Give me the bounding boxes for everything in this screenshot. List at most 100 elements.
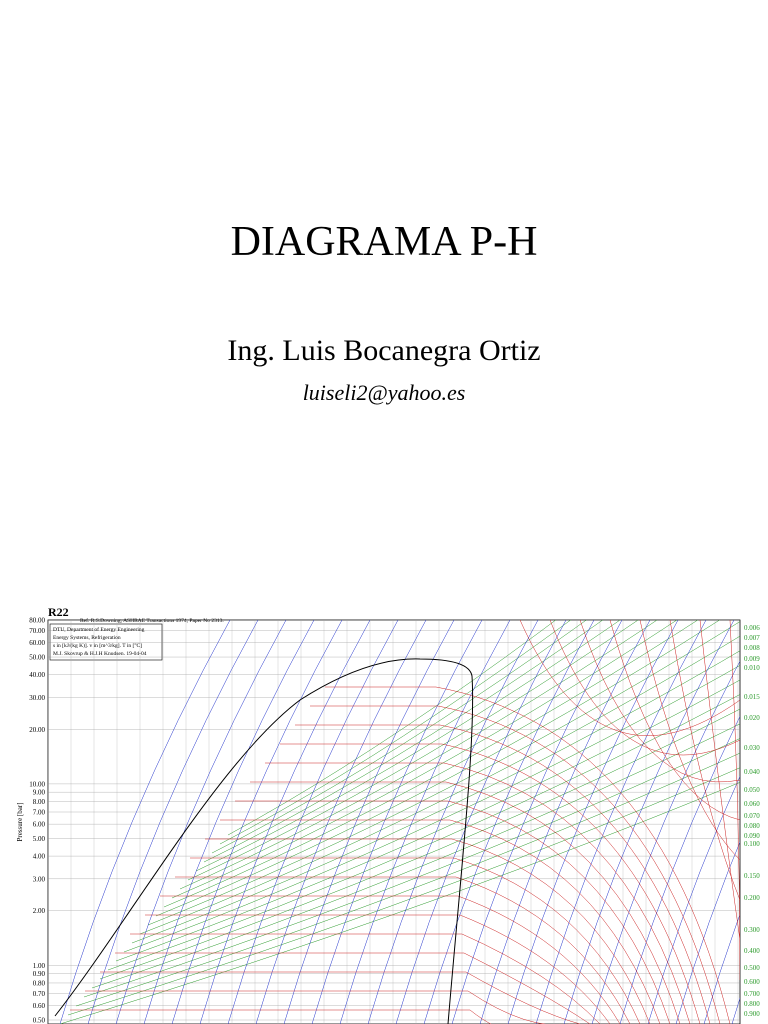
- isentrope: [311, 620, 483, 1024]
- isotherm: [325, 686, 731, 1024]
- isochore: [123, 665, 740, 953]
- isotherm: [115, 952, 591, 1024]
- y-tick-label: 4.00: [33, 853, 46, 861]
- volume-label: 0.080: [744, 822, 760, 830]
- info-line: s in [kJ/(kg K)]. v in [m^3/kg]. T in [°…: [53, 642, 142, 649]
- y-tick-label: 0.90: [33, 970, 46, 978]
- isentrope: [563, 620, 735, 1024]
- y-tick-label: 9.00: [33, 789, 46, 797]
- volume-label: 0.050: [744, 786, 760, 794]
- y-tick-label: 40.00: [29, 671, 45, 679]
- isentrope: [760, 620, 768, 1024]
- volume-label: 0.020: [744, 714, 760, 722]
- isentrope: [59, 620, 231, 1024]
- isentrope: [199, 620, 371, 1024]
- y-tick-label: 1.00: [33, 962, 46, 970]
- isentrope: [591, 660, 740, 1024]
- isochore: [147, 621, 740, 926]
- info-line: DTU, Department of Energy Engineering: [53, 626, 145, 633]
- isentrope: [283, 620, 455, 1024]
- isochore: [195, 620, 621, 872]
- volume-label: 0.015: [744, 693, 760, 701]
- saturation-dome: [54, 658, 474, 1024]
- isentrope: [115, 620, 287, 1024]
- isotherm: [70, 1009, 560, 1024]
- isentrope: [535, 620, 707, 1024]
- volume-label: 0.009: [744, 655, 760, 663]
- isentrope: [703, 913, 740, 1024]
- isentrope: [619, 715, 740, 1024]
- y-axis-label: Pressure [bar]: [16, 802, 24, 841]
- y-tick-label: 80.00: [29, 617, 45, 625]
- isotherm: [295, 724, 711, 1024]
- slide-title: DIAGRAMA P-H: [230, 219, 538, 265]
- isotherm: [235, 800, 671, 1024]
- volume-label: 0.150: [744, 872, 760, 880]
- volume-label: 0.008: [744, 644, 760, 652]
- isotherm: [220, 819, 661, 1024]
- isochore: [211, 620, 587, 854]
- isotherm-arc: [519, 620, 740, 736]
- volume-label: 0.030: [744, 744, 760, 752]
- y-tick-label: 6.00: [33, 821, 46, 829]
- isentrope: [451, 620, 623, 1024]
- volume-label: 0.800: [744, 1000, 760, 1008]
- y-tick-label: 3.00: [33, 875, 46, 883]
- isotherm-arc: [669, 620, 740, 901]
- volume-label: 0.090: [744, 832, 760, 840]
- y-tick-label: 2.00: [33, 907, 46, 915]
- isotherm-arc: [579, 620, 740, 783]
- isentrope: [339, 620, 511, 1024]
- isotherm: [310, 705, 721, 1024]
- isotherm: [100, 971, 581, 1024]
- email: luiseli2@yahoo.es: [302, 380, 466, 405]
- isentrope: [367, 620, 539, 1024]
- y-tick-label: 60.00: [29, 639, 45, 647]
- y-tick-label: 7.00: [33, 809, 46, 817]
- isochore: [163, 620, 699, 908]
- isochore: [139, 635, 740, 935]
- volume-label: 0.900: [744, 1010, 760, 1018]
- reference: Ref. R.S.Downing, ASHRAE Transactions 19…: [80, 617, 224, 624]
- isochore: [155, 620, 721, 917]
- y-tick-label: 20.00: [29, 726, 45, 734]
- isotherm-arc: [549, 620, 740, 756]
- info-box: [49, 623, 163, 661]
- isentrope: [395, 620, 567, 1024]
- isotherm-arc: [639, 620, 740, 861]
- isochore: [75, 752, 740, 1007]
- y-tick-label: 0.50: [33, 1017, 46, 1024]
- y-tick-label: 0.60: [33, 1002, 46, 1010]
- isochore: [219, 620, 572, 845]
- isotherm: [250, 781, 681, 1024]
- volume-label: 0.007: [744, 634, 760, 642]
- isotherm-arc: [609, 620, 740, 821]
- y-tick-label: 8.00: [33, 798, 46, 806]
- y-tick-label: 70.00: [29, 627, 45, 635]
- isotherm: [205, 838, 651, 1024]
- volume-label: 0.006: [744, 624, 760, 632]
- isotherm: [280, 743, 701, 1024]
- volume-label: 0.010: [744, 664, 760, 672]
- isochore: [179, 620, 658, 890]
- info-line: Energy Systems, Refrigeration: [53, 634, 121, 641]
- isotherm-arc: [729, 620, 740, 981]
- isotherm: [160, 895, 621, 1024]
- isotherm: [85, 990, 570, 1024]
- volume-label: 0.100: [744, 840, 760, 848]
- isotherm: [190, 857, 641, 1024]
- isochore: [171, 620, 678, 899]
- isochore: [187, 620, 639, 881]
- volume-label: 0.400: [744, 947, 760, 955]
- y-tick-label: 0.70: [33, 990, 46, 998]
- isentrope: [507, 620, 679, 1024]
- isotherm: [265, 762, 691, 1024]
- volume-label: 0.040: [744, 768, 760, 776]
- isochore: [131, 650, 740, 944]
- isochore: [67, 767, 740, 1016]
- isentrope: [171, 620, 343, 1024]
- y-tick-label: 0.80: [33, 979, 46, 987]
- volume-label: 0.300: [744, 926, 760, 934]
- isentrope: [87, 620, 259, 1024]
